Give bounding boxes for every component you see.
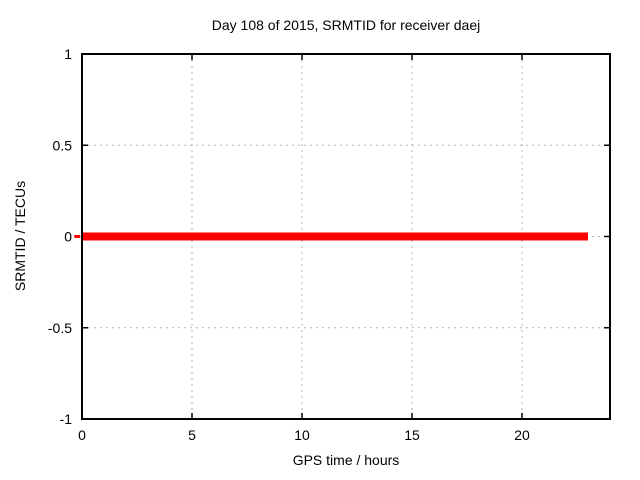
x-tick-label: 20 xyxy=(514,427,530,443)
plot-border xyxy=(81,53,611,420)
y-tick-label: 0 xyxy=(64,229,72,245)
x-tick-label: 5 xyxy=(188,427,196,443)
x-tick-label: 10 xyxy=(294,427,310,443)
y-tick-label: 1 xyxy=(64,46,72,62)
y-tick-label: -1 xyxy=(60,411,73,427)
y-tick-label: -0.5 xyxy=(48,320,72,336)
x-tick-label: 15 xyxy=(404,427,420,443)
chart-title: Day 108 of 2015, SRMTID for receiver dae… xyxy=(211,17,481,33)
y-tick-label: 0.5 xyxy=(53,137,73,153)
x-axis-label: GPS time / hours xyxy=(292,452,400,468)
x-tick-label: 0 xyxy=(78,427,86,443)
